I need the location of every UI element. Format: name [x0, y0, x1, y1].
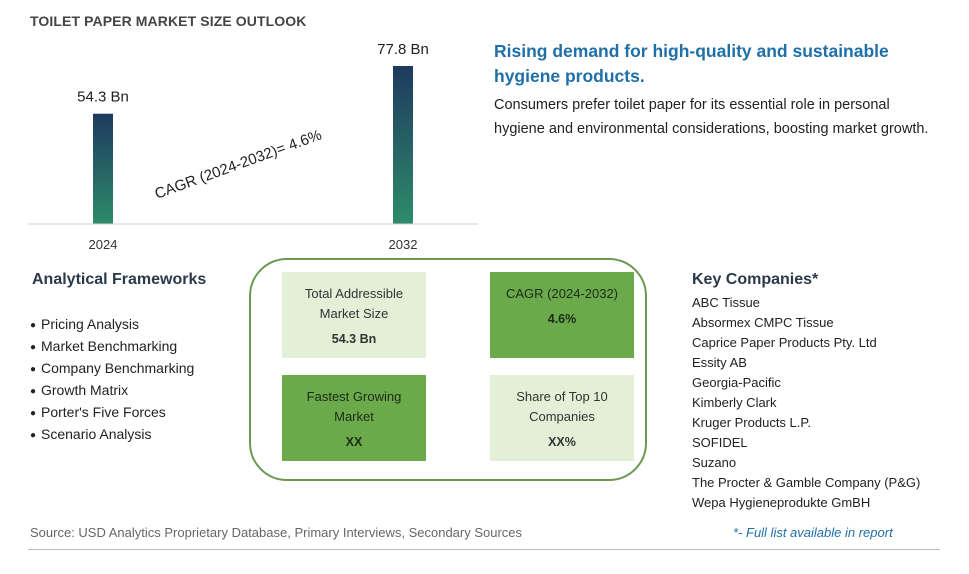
list-item: ● Growth Matrix: [30, 379, 194, 401]
list-item: ● Porter's Five Forces: [30, 401, 194, 423]
metric-card-tam: Total Addressible Market Size 54.3 Bn: [282, 272, 426, 358]
x-tick-label: 2032: [389, 237, 418, 252]
metric-value: 54.3 Bn: [331, 332, 377, 346]
list-item: ● Company Benchmarking: [30, 357, 194, 379]
metrics-panel: [249, 258, 647, 481]
metric-card-cagr: CAGR (2024-2032) 4.6%: [490, 272, 634, 358]
companies-title: Key Companies*: [692, 271, 819, 288]
metric-value: 4.6%: [547, 312, 577, 326]
bullet-icon: ●: [30, 386, 37, 397]
list-item: SOFIDEL: [692, 435, 748, 450]
list-item: Suzano: [692, 455, 737, 470]
list-item: ABC Tissue: [692, 295, 760, 310]
bullet-icon: ●: [30, 430, 37, 441]
frameworks-title: Analytical Frameworks: [32, 271, 207, 288]
page-title: TOILET PAPER MARKET SIZE OUTLOOK: [30, 13, 307, 29]
bullet-icon: ●: [30, 364, 37, 375]
divider: [28, 549, 940, 550]
footnote: *- Full list available in report: [733, 525, 893, 540]
list-item: Kimberly Clark: [692, 395, 777, 410]
list-item: Absormex CMPC Tissue: [692, 315, 834, 330]
headline: Rising demand for high-quality and susta…: [494, 41, 889, 86]
list-item: Wepa Hygieneprodukte GmBH: [692, 495, 871, 510]
list-item: Essity AB: [692, 355, 747, 370]
list-item: Georgia-Pacific: [692, 375, 781, 390]
bar-2032: [393, 66, 413, 224]
metric-card-fastest-growing: Fastest Growing Market XX: [282, 375, 426, 461]
companies-list: ABC Tissue Absormex CMPC Tissue Caprice …: [692, 293, 920, 513]
metric-value: XX: [345, 435, 363, 449]
bullet-icon: ●: [30, 320, 37, 331]
source-note: Source: USD Analytics Proprietary Databa…: [30, 525, 523, 540]
list-item: The Procter & Gamble Company (P&G): [692, 475, 921, 490]
bullet-icon: ●: [30, 408, 37, 419]
list-item: Kruger Products L.P.: [692, 415, 811, 430]
list-item: ● Scenario Analysis: [30, 423, 194, 445]
list-item: ● Pricing Analysis: [30, 313, 194, 335]
market-size-bar-chart: CAGR (2024-2032)= 4.6% 54.3 Bn 2024 77.8 B…: [28, 41, 478, 252]
metric-value: XX%: [548, 435, 576, 449]
list-item: ● Market Benchmarking: [30, 335, 194, 357]
list-item: Caprice Paper Products Pty. Ltd: [692, 335, 877, 350]
cagr-annotation: CAGR (2024-2032)= 4.6%: [153, 126, 325, 202]
metric-card-top10-share: Share of Top 10 Companies XX%: [490, 375, 634, 461]
frameworks-list: ● Pricing Analysis ● Market Benchmarking ●…: [30, 313, 194, 445]
bar-2024: [93, 113, 113, 224]
x-tick-label: 2024: [89, 237, 118, 252]
description: Consumers prefer toilet paper for its es…: [494, 97, 929, 137]
bar-value-label: 77.8 Bn: [377, 41, 429, 58]
bar-value-label: 54.3 Bn: [77, 89, 129, 106]
bullet-icon: ●: [30, 342, 37, 353]
